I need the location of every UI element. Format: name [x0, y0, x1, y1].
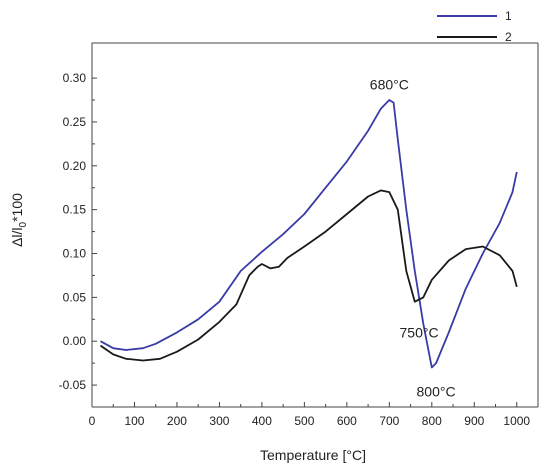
x-tick-label: 800: [422, 414, 442, 428]
y-tick-label: 0.15: [63, 203, 87, 217]
annotation-label: 680°C: [370, 76, 409, 92]
y-axis-label: Δl/l0*100: [9, 193, 29, 247]
x-tick-label: 100: [124, 414, 144, 428]
legend: 1 2: [437, 9, 512, 44]
annotation-layer: 680°C 750°C 800°C: [370, 76, 456, 399]
x-tick-label: 900: [464, 414, 484, 428]
x-tick-label: 500: [294, 414, 314, 428]
series-line-1: [100, 99, 518, 369]
annotation-label: 750°C: [400, 325, 439, 341]
series-layer: [99, 99, 518, 369]
y-axis-label-main: Δl/l: [9, 227, 25, 246]
y-tick-label: 0.10: [63, 247, 87, 261]
y-tick-label: -0.05: [59, 378, 87, 392]
y-tick-label: 0.30: [63, 71, 87, 85]
legend-label-series-2: 2: [505, 30, 512, 44]
x-tick-label: 1000: [503, 414, 530, 428]
x-tick-label: 200: [167, 414, 187, 428]
x-tick-label: 400: [252, 414, 272, 428]
series-line-2: [99, 189, 518, 362]
y-tick-label: 0.20: [63, 159, 87, 173]
x-ticks: 0 100 200 300 400 500 600 700 800 900 1000: [89, 402, 530, 428]
x-tick-label: 700: [379, 414, 399, 428]
x-tick-label: 0: [89, 414, 96, 428]
x-axis-label: Temperature [°C]: [260, 447, 366, 463]
axes: [91, 42, 539, 408]
annotation-label: 800°C: [417, 383, 456, 399]
y-axis-label-suffix: *100: [9, 193, 25, 222]
x-tick-label: 600: [337, 414, 357, 428]
legend-label-series-1: 1: [505, 9, 512, 23]
y-tick-label: 0.05: [63, 290, 87, 304]
y-tick-label: 0.25: [63, 115, 87, 129]
y-ticks: -0.05 0.00 0.05 0.10 0.15 0.20 0.25 0.30: [59, 71, 97, 392]
y-tick-label: 0.00: [63, 334, 87, 348]
y-axis-label-subscript: 0: [18, 221, 29, 227]
x-tick-label: 300: [209, 414, 229, 428]
